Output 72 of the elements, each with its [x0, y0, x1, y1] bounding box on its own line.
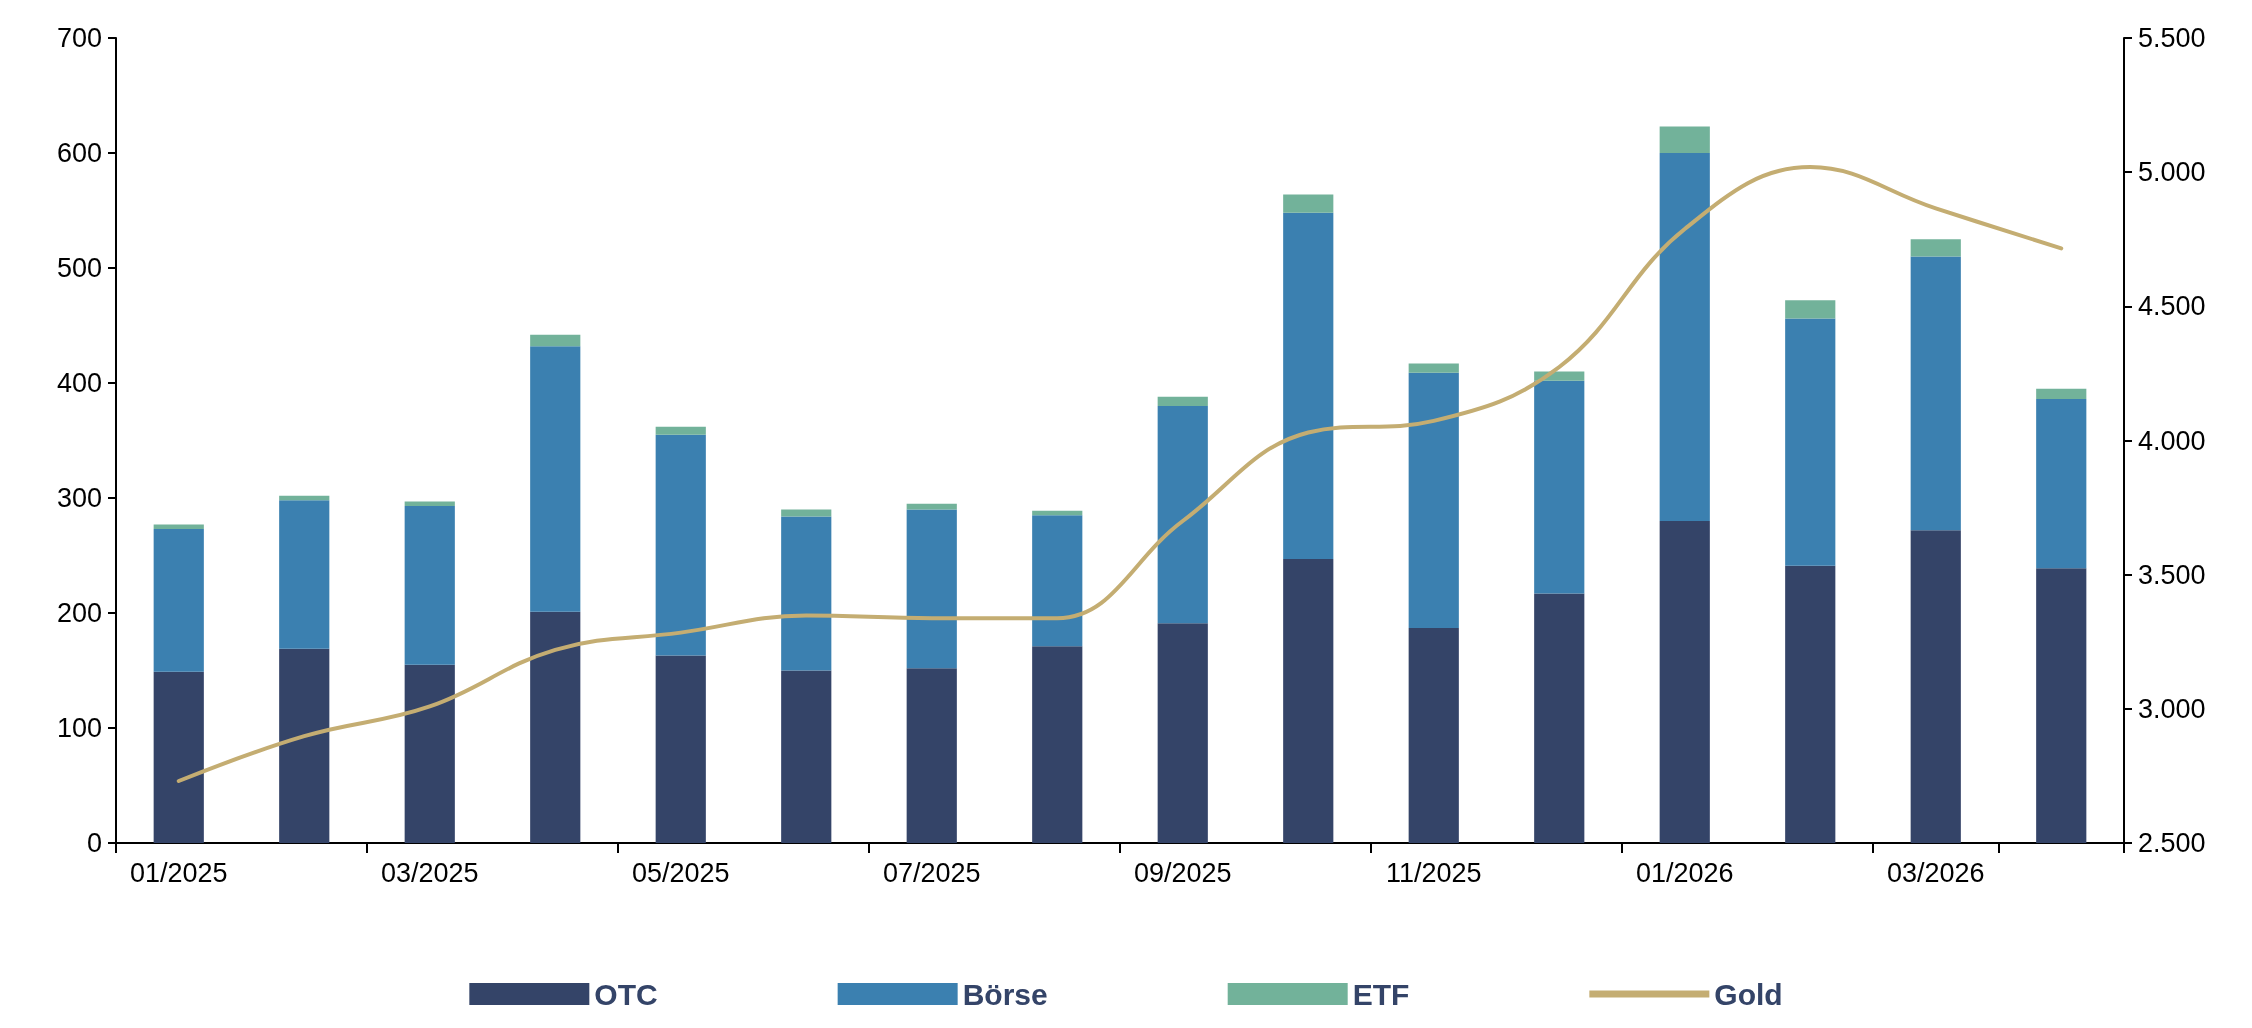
bar	[906, 503, 957, 510]
y2-tick-label: 3.500	[2138, 559, 2206, 590]
bar	[1659, 521, 1710, 843]
bar	[1032, 646, 1083, 843]
y2-tick-label: 5.500	[2138, 23, 2206, 53]
x-tick-label: 05/2025	[631, 857, 730, 888]
bar	[1408, 363, 1459, 373]
bar	[279, 648, 330, 843]
bar	[2036, 568, 2087, 843]
y2-tick-label: 4.000	[2138, 425, 2206, 456]
x-tick-label: 11/2025	[1385, 857, 1482, 888]
y2-tick-label: 4.500	[2138, 291, 2206, 322]
bar	[1408, 627, 1459, 843]
legend-label: OTC	[594, 977, 658, 1011]
y2-tick-label: 3.000	[2138, 693, 2206, 724]
y-tick-label: 100	[56, 713, 102, 743]
bar	[1283, 558, 1334, 843]
y2-tick-label: 2.500	[2138, 828, 2206, 858]
bar	[906, 668, 957, 843]
bar	[2036, 388, 2087, 400]
bar	[153, 524, 204, 530]
y-tick-label: 0	[86, 828, 102, 858]
bar	[1785, 300, 1836, 319]
bar	[1534, 380, 1585, 594]
bar	[781, 516, 832, 671]
bar	[404, 506, 455, 665]
bar	[1157, 396, 1208, 406]
bar	[655, 434, 706, 656]
bar	[2036, 399, 2087, 569]
bar	[1659, 153, 1710, 521]
bar	[1157, 623, 1208, 843]
bar	[279, 500, 330, 649]
legend-label: Gold	[1714, 977, 1783, 1011]
legend-label: ETF	[1352, 977, 1410, 1011]
x-tick-label: 07/2025	[882, 857, 981, 888]
bar	[1032, 515, 1083, 647]
x-tick-label: 09/2025	[1133, 857, 1232, 888]
bar	[530, 334, 581, 347]
y-tick-label: 500	[56, 253, 102, 283]
bar	[1534, 593, 1585, 843]
y-tick-label: 700	[56, 23, 102, 53]
bar	[906, 509, 957, 669]
bar	[530, 346, 581, 612]
y2-tick-label: 5.000	[2138, 157, 2206, 188]
bar	[1157, 406, 1208, 624]
bar	[655, 426, 706, 435]
y-tick-label: 400	[56, 368, 102, 398]
bar	[404, 501, 455, 507]
x-tick-label: 01/2025	[129, 857, 228, 888]
x-tick-label: 03/2025	[380, 857, 479, 888]
bar	[1659, 126, 1710, 153]
bar	[1910, 530, 1961, 843]
bar	[404, 664, 455, 843]
bar	[1283, 194, 1334, 213]
bar	[1785, 318, 1836, 566]
bar	[655, 655, 706, 843]
bar	[1283, 212, 1334, 559]
bar	[153, 529, 204, 672]
bar	[1910, 239, 1961, 257]
x-tick-label: 03/2026	[1886, 857, 1985, 888]
y-tick-label: 600	[56, 138, 102, 168]
bar	[1910, 256, 1961, 531]
bar	[1408, 372, 1459, 628]
line-series	[176, 165, 2064, 784]
x-tick-label: 01/2026	[1635, 857, 1734, 888]
bar	[530, 611, 581, 843]
y-tick-label: 200	[56, 598, 102, 628]
bar	[1785, 565, 1836, 843]
legend-label: Börse	[962, 977, 1048, 1011]
bar	[153, 671, 204, 843]
bar	[781, 670, 832, 843]
y-tick-label: 300	[56, 483, 102, 513]
